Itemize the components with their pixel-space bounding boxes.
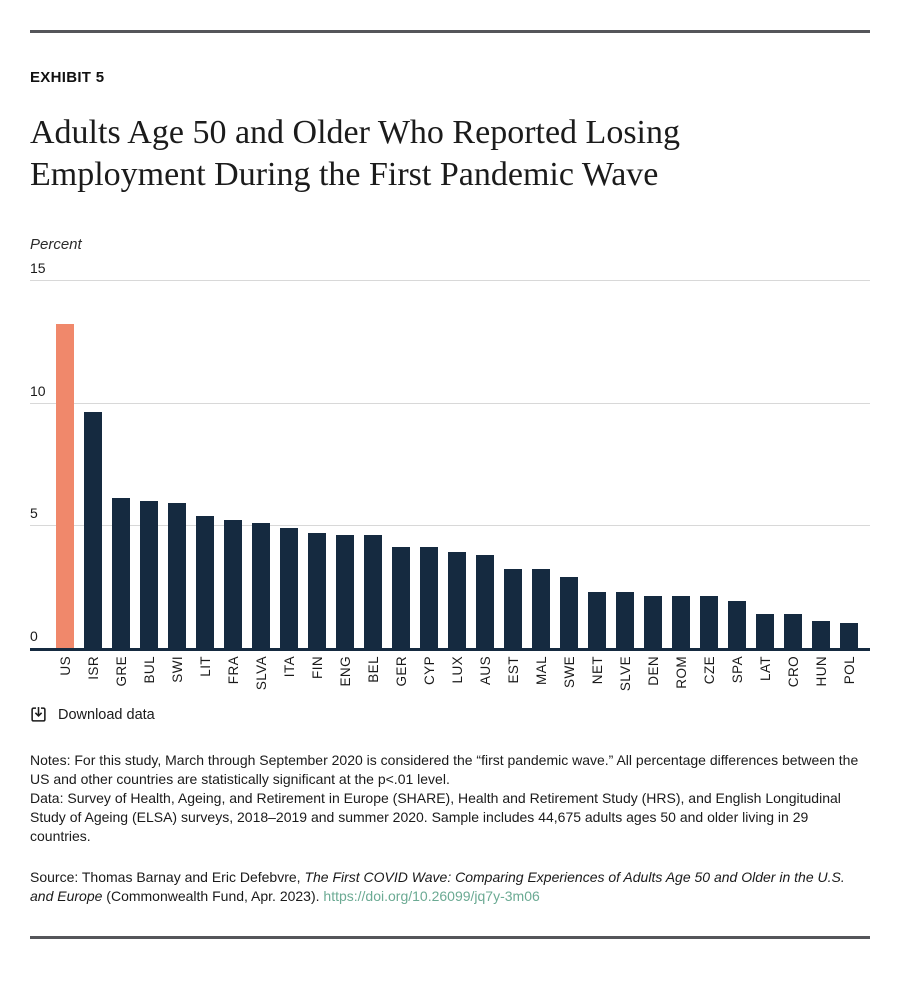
bar-SWI[interactable]: [168, 503, 186, 648]
bar-CRO[interactable]: [784, 614, 802, 648]
bar-ISR[interactable]: [84, 412, 102, 648]
download-icon: [31, 707, 46, 722]
bottom-rule: [30, 936, 870, 939]
source-work-title: The First COVID Wave: Comparing Experien…: [30, 869, 845, 904]
bar-LIT[interactable]: [196, 516, 214, 648]
x-label-GRE: GRE: [113, 656, 129, 687]
bar-MAL[interactable]: [532, 569, 550, 648]
doi-link[interactable]: https://doi.org/10.26099/jq7y-3m06: [323, 888, 540, 904]
plot-area: 0 5 10 15: [30, 260, 870, 651]
x-label-SWI: SWI: [169, 656, 185, 683]
bar-ENG[interactable]: [336, 535, 354, 648]
bar-AUS[interactable]: [476, 555, 494, 648]
bar-LUX[interactable]: [448, 552, 466, 648]
x-label-CRO: CRO: [785, 656, 801, 688]
bar-CZE[interactable]: [700, 596, 718, 648]
x-label-ISR: ISR: [85, 656, 101, 680]
top-rule: [30, 30, 870, 33]
x-label-SWE: SWE: [561, 656, 577, 688]
bar-BEL[interactable]: [364, 535, 382, 648]
x-label-LAT: LAT: [757, 656, 773, 681]
bar-SLVE[interactable]: [616, 592, 634, 648]
bar-FRA[interactable]: [224, 520, 242, 648]
x-label-ITA: ITA: [281, 656, 297, 678]
y-tick-label-15: 15: [30, 260, 46, 276]
bar-GER[interactable]: [392, 547, 410, 648]
bar-CYP[interactable]: [420, 547, 438, 648]
x-label-POL: POL: [841, 656, 857, 685]
x-label-SLVE: SLVE: [617, 656, 633, 692]
source-block: Source: Thomas Barnay and Eric Defebvre,…: [30, 868, 870, 906]
x-label-BEL: BEL: [365, 656, 381, 683]
x-label-ENG: ENG: [337, 656, 353, 687]
bar-BUL[interactable]: [140, 501, 158, 648]
bar-HUN[interactable]: [812, 621, 830, 648]
x-label-FRA: FRA: [225, 656, 241, 685]
gridline-15: [30, 280, 870, 281]
x-label-US: US: [57, 656, 73, 676]
x-label-AUS: AUS: [477, 656, 493, 685]
bar-POL[interactable]: [840, 623, 858, 648]
x-label-SPA: SPA: [729, 656, 745, 684]
bar-EST[interactable]: [504, 569, 522, 648]
y-axis-unit-label: Percent: [30, 236, 82, 253]
x-label-SLVA: SLVA: [253, 656, 269, 691]
y-tick-label-10: 10: [30, 382, 46, 399]
bars-row: [30, 324, 870, 648]
bar-US[interactable]: [56, 324, 74, 648]
bar-FIN[interactable]: [308, 533, 326, 648]
source-prefix: Source: Thomas Barnay and Eric Defebvre,: [30, 869, 305, 885]
bar-NET[interactable]: [588, 592, 606, 648]
bar-ROM[interactable]: [672, 596, 690, 648]
x-label-NET: NET: [589, 656, 605, 685]
x-label-LIT: LIT: [197, 656, 213, 677]
bar-SPA[interactable]: [728, 601, 746, 648]
data-text: Data: Survey of Health, Ageing, and Reti…: [30, 790, 841, 844]
x-label-MAL: MAL: [533, 656, 549, 685]
page: EXHIBIT 5 Adults Age 50 and Older Who Re…: [30, 30, 870, 939]
bar-chart: 0 5 10 15 US ISR GRE BUL SWI LIT FRA SLVA ITA FIN ENG…: [30, 260, 870, 702]
bar-LAT[interactable]: [756, 614, 774, 648]
x-label-ROM: ROM: [673, 656, 689, 689]
x-label-HUN: HUN: [813, 656, 829, 687]
gridline-5: [30, 525, 870, 527]
x-axis-labels: US ISR GRE BUL SWI LIT FRA SLVA ITA FIN ENG BEL GER C…: [30, 656, 870, 702]
page-title: Adults Age 50 and Older Who Reported Los…: [30, 114, 681, 193]
x-label-LUX: LUX: [449, 656, 465, 684]
x-label-DEN: DEN: [645, 656, 661, 686]
x-label-BUL: BUL: [141, 656, 157, 684]
bar-SWE[interactable]: [560, 577, 578, 648]
bar-GRE[interactable]: [112, 498, 130, 648]
notes-text: Notes: For this study, March through Sep…: [30, 752, 859, 787]
bar-ITA[interactable]: [280, 528, 298, 648]
y-tick-label-0: 0: [30, 628, 38, 644]
download-data-button[interactable]: Download data: [30, 706, 155, 723]
source-suffix: (Commonwealth Fund, Apr. 2023).: [102, 888, 324, 904]
y-tick-label-5: 5: [30, 505, 38, 522]
bar-DEN[interactable]: [644, 596, 662, 648]
notes-block: Notes: For this study, March through Sep…: [30, 751, 870, 846]
bar-SLVA[interactable]: [252, 523, 270, 648]
download-data-label: Download data: [58, 706, 155, 723]
gridline-10: [30, 402, 870, 404]
x-label-FIN: FIN: [309, 656, 325, 679]
x-label-CYP: CYP: [421, 656, 437, 685]
exhibit-label: EXHIBIT 5: [30, 69, 105, 86]
x-label-CZE: CZE: [701, 656, 717, 685]
x-label-EST: EST: [505, 656, 521, 684]
x-label-GER: GER: [393, 656, 409, 687]
